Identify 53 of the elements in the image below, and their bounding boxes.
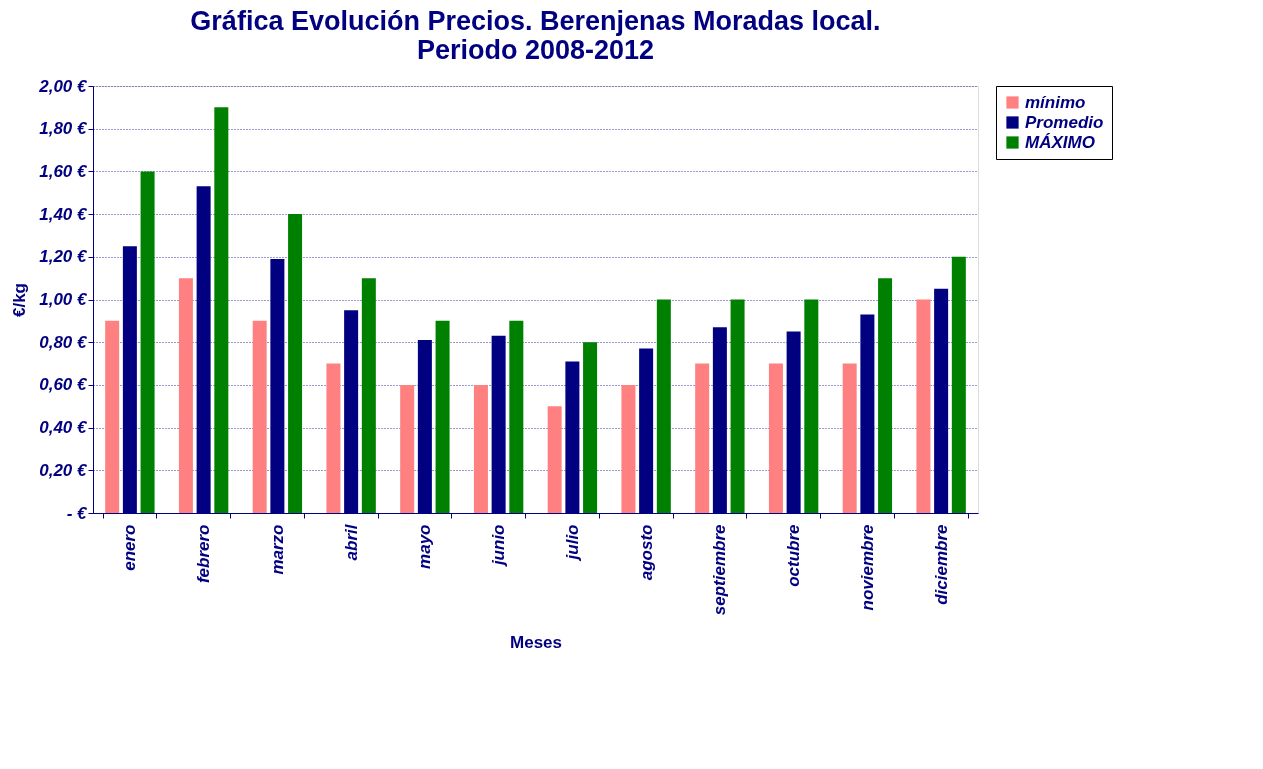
- x-tick-label: julio: [562, 524, 582, 562]
- x-tick-label: septiembre: [710, 524, 730, 616]
- legend-label: Promedio: [1025, 112, 1104, 132]
- x-tick-label: diciembre: [931, 524, 951, 605]
- bar: [730, 299, 745, 513]
- x-tick-label: agosto: [636, 524, 656, 581]
- y-tick-label: 2,00 €: [38, 76, 89, 96]
- bar: [105, 320, 120, 513]
- bar: [178, 278, 193, 513]
- y-tick-label: 1,20 €: [39, 247, 89, 267]
- bar: [804, 299, 819, 513]
- x-tick-label: octubre: [784, 524, 804, 587]
- bar: [214, 107, 229, 513]
- bar: [400, 384, 415, 513]
- bar: [547, 406, 562, 513]
- bar: [916, 299, 931, 513]
- bar: [768, 363, 783, 513]
- y-tick-label: 1,40 €: [39, 204, 89, 224]
- x-axis-title: Meses: [510, 633, 562, 653]
- bar: [288, 214, 303, 513]
- y-tick-label: 1,00 €: [39, 290, 89, 309]
- x-tick-label: junio: [489, 524, 509, 568]
- y-tick-label: 1,60 €: [39, 161, 89, 181]
- legend-label: MÁXIMO: [1025, 132, 1095, 152]
- bar: [878, 278, 893, 513]
- y-axis-title: €/kg: [10, 282, 30, 318]
- bar: [621, 384, 636, 513]
- bar: [361, 278, 376, 513]
- bar: [509, 320, 524, 513]
- bar: [473, 384, 488, 513]
- y-tick-label: - €: [66, 503, 89, 523]
- y-tick-label: 0,20 €: [39, 460, 89, 480]
- y-tick-label: 0,80 €: [39, 332, 89, 352]
- x-tick-label: enero: [120, 524, 140, 571]
- bar: [656, 299, 671, 513]
- x-tick-label: febrero: [194, 524, 214, 584]
- bar: [842, 363, 857, 513]
- y-tick-label: 1,80 €: [39, 119, 89, 139]
- x-tick-label: abril: [341, 523, 361, 561]
- bar: [951, 256, 966, 513]
- bar: [435, 320, 450, 513]
- x-tick-label: noviembre: [857, 524, 877, 611]
- x-tick-label: marzo: [267, 524, 287, 575]
- x-tick-label: mayo: [415, 524, 435, 569]
- bar: [326, 363, 341, 513]
- legend-label: mínimo: [1025, 92, 1086, 112]
- y-tick-label: 0,40 €: [39, 418, 89, 438]
- bar: [140, 171, 155, 513]
- bar: [695, 363, 710, 513]
- y-tick-label: 0,60 €: [39, 375, 89, 395]
- chart-title: Gráfica Evolución Precios. Berenjenas Moradas local. Periodo 2008-2012: [190, 6, 881, 65]
- bar: [252, 320, 267, 513]
- bar: [583, 342, 598, 513]
